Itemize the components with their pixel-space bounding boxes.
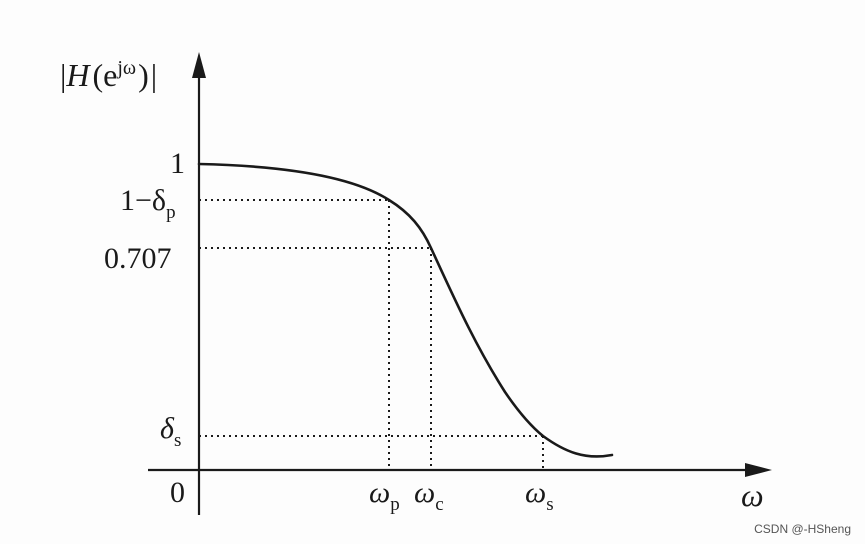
x-tick-omega-c: ωc	[414, 476, 444, 515]
guide-lines	[199, 199, 544, 470]
y-label-superscript: jω	[116, 57, 136, 79]
x-tick-omega-p: ωp	[369, 476, 400, 515]
y-label-paren-open: (e	[93, 57, 118, 93]
y-tick-one-minus-delta-p: 1−δp	[120, 184, 176, 223]
watermark: CSDN @-HSheng	[754, 522, 851, 536]
x-tick-omega-c-sub: c	[435, 494, 443, 515]
x-tick-origin: 0	[170, 476, 185, 509]
y-tick-delta-s: δs	[160, 412, 181, 451]
y-tick-delta-s-main: δ	[160, 412, 175, 445]
y-axis-label: |H(ejω)|	[60, 57, 157, 93]
x-tick-omega-p-main: ω	[369, 476, 390, 509]
x-tick-omega-p-sub: p	[390, 494, 400, 515]
x-tick-omega-s-main: ω	[525, 476, 546, 509]
y-tick-delta-s-sub: s	[174, 430, 181, 451]
y-label-h: H	[65, 57, 91, 93]
y-axis-arrow	[192, 52, 206, 78]
y-tick-one-minus-delta-p-main: 1−δ	[120, 184, 166, 217]
y-tick-half-power: 0.707	[104, 242, 172, 275]
x-axis-label: ω	[741, 477, 764, 513]
x-axis-arrow	[745, 463, 772, 477]
y-label-paren-close: )	[138, 57, 149, 93]
x-tick-omega-s: ωs	[525, 476, 554, 515]
y-label-bar-left: |	[60, 57, 66, 93]
x-tick-omega-s-sub: s	[546, 494, 553, 515]
x-tick-omega-c-main: ω	[414, 476, 435, 509]
y-tick-one: 1	[170, 147, 185, 180]
y-label-bar-right: |	[151, 57, 157, 93]
y-tick-one-minus-delta-p-sub: p	[166, 202, 176, 223]
magnitude-response-curve	[197, 162, 614, 458]
